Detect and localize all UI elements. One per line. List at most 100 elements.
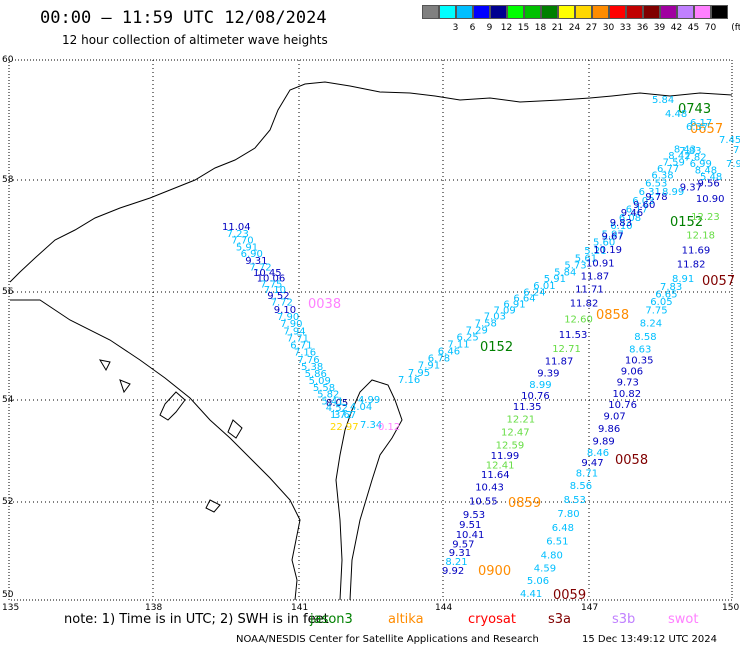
wave-height-point: 6.46 <box>438 347 460 358</box>
wave-height-point: 6.51 <box>546 537 568 548</box>
wave-height-point: 12.23 <box>691 212 720 223</box>
wave-height-point: 9.51 <box>459 520 481 531</box>
wave-height-point: 7.11 <box>447 339 469 350</box>
legend-label: 21 <box>551 23 564 33</box>
wave-height-point: 12.60 <box>564 314 593 325</box>
wave-height-point: 6.48 <box>552 523 574 534</box>
lat-label: 60 <box>2 55 14 65</box>
wave-height-point: 5.58 <box>313 383 335 394</box>
pass-time-altika: 0859 <box>508 496 541 511</box>
wave-height-point: 5.61 <box>575 254 597 265</box>
wave-height-point: 8.99 <box>529 380 551 391</box>
lat-label: 54 <box>2 395 14 405</box>
satellite-label-swot: swot <box>668 612 699 627</box>
wave-height-point: 9.52 <box>267 291 289 302</box>
map-subtitle: 12 hour collection of altimeter wave hei… <box>62 33 328 47</box>
wave-height-point: 22.97 <box>330 422 359 433</box>
legend-swatch <box>592 5 609 19</box>
wave-height-point: 5.38 <box>301 362 323 373</box>
legend-swatch <box>422 5 439 19</box>
satellite-label-s3b: s3b <box>612 612 636 627</box>
wave-height-point: 5.73 <box>564 260 586 271</box>
wave-height-point: 4.52 <box>326 403 348 414</box>
wave-height-point: 11.04 <box>222 222 251 233</box>
wave-height-point: 7.70 <box>231 236 253 247</box>
pass-time-s3a: 0057 <box>702 274 735 289</box>
wave-height-point: 9.56 <box>698 179 720 190</box>
lat-label: 52 <box>2 497 13 507</box>
coastline <box>9 81 733 601</box>
legend-swatch <box>660 5 677 19</box>
wave-height-point: 8.63 <box>629 345 651 356</box>
wave-height-point: 9.47 <box>581 458 603 469</box>
wave-height-point: 9.07 <box>604 412 626 423</box>
wave-height-point: 8.42 <box>668 151 690 162</box>
legend-label: 30 <box>602 23 615 33</box>
wave-height-point: 9.86 <box>598 424 620 435</box>
legend-swatch <box>507 5 524 19</box>
lat-labels: 60 58 56 54 52 50 <box>2 55 14 600</box>
wave-height-point: 7.72 <box>271 298 293 309</box>
pass-time-altika: 0900 <box>478 564 511 579</box>
wave-height-point: 8.71 <box>576 469 598 480</box>
map-title: 00:00 – 11:59 UTC 12/08/2024 <box>40 8 327 28</box>
wave-height-point: 6.65 <box>655 290 677 301</box>
wave-height-point: 11.82 <box>570 299 599 310</box>
wave-height-point: 9.37 <box>680 183 702 194</box>
wave-height-point: 6.53 <box>645 179 667 190</box>
wave-height-point: 11.71 <box>575 285 604 296</box>
wave-height-point: 7.9 <box>726 159 740 170</box>
wave-height-point: 7. <box>733 145 740 156</box>
wave-height-point: 6.01 <box>533 281 555 292</box>
lon-label: 141 <box>291 603 308 613</box>
wave-height-point: 11.99 <box>491 451 520 462</box>
lon-label: 144 <box>435 603 452 613</box>
pass-time-jason3: 0743 <box>678 102 711 117</box>
wave-height-point: 5.97 <box>602 230 624 241</box>
wave-height-point: 6.25 <box>457 333 479 344</box>
pass-time-jason3: 0152 <box>670 215 703 230</box>
wave-height-point: 8.05 <box>326 398 348 409</box>
wave-height-point: 6.03 <box>632 196 654 207</box>
wave-height-point: 10.06 <box>257 274 286 285</box>
legend-label: 27 <box>585 23 598 33</box>
wave-height-point: 11.82 <box>677 260 706 271</box>
lon-label: 147 <box>581 603 598 613</box>
wave-height-point: 7.16 <box>294 348 316 359</box>
wave-height-point: 5.91 <box>544 274 566 285</box>
wave-height-point: 5.48 <box>700 172 722 183</box>
wave-height-point: 11.53 <box>559 330 588 341</box>
wave-height-point: 4.41 <box>520 589 542 600</box>
wave-height-point: 10.76 <box>521 391 550 402</box>
timestamp: 15 Dec 13:49:12 UTC 2024 <box>582 634 717 645</box>
wave-height-point: 9.06 <box>621 367 643 378</box>
lat-label: 58 <box>2 175 14 185</box>
wave-height-point: 7.75 <box>645 306 667 317</box>
wave-height-point: 7.76 <box>297 355 319 366</box>
wave-height-point: 10.55 <box>469 496 498 507</box>
legend-label: 36 <box>636 23 649 33</box>
wave-height-point: 5.82 <box>317 390 339 401</box>
wave-height-point: 1.72 <box>330 410 352 421</box>
wave-height-point: 7.91 <box>418 361 440 372</box>
wave-height-point: 8.48 <box>695 166 717 177</box>
wave-height-point: 6.17 <box>690 118 712 129</box>
lon-labels: 135 138 141 144 147 150 <box>2 603 739 613</box>
wave-height-point: 9.10 <box>274 305 296 316</box>
legend-swatch <box>490 5 507 19</box>
wave-height-point: 7.80 <box>557 509 579 520</box>
wave-height-point: 5.09 <box>309 376 331 387</box>
wave-height-point: 8.24 <box>640 319 662 330</box>
legend-swatch <box>694 5 711 19</box>
wave-height-point: 9.31 <box>449 548 471 559</box>
pass-time-s3a: 0058 <box>615 453 648 468</box>
legend-label: 33 <box>619 23 632 33</box>
legend-swatch <box>609 5 626 19</box>
wave-height-point: 7.10 <box>264 285 286 296</box>
wave-height-point: 6.10 <box>610 221 632 232</box>
pass-time-altika: 0657 <box>690 122 723 137</box>
wave-height-point: 4.04 <box>350 402 372 413</box>
wave-height-point: 4.59 <box>534 563 556 574</box>
wave-height-point: 0.12 <box>378 422 400 433</box>
wave-height-point: 7.29 <box>466 326 488 337</box>
